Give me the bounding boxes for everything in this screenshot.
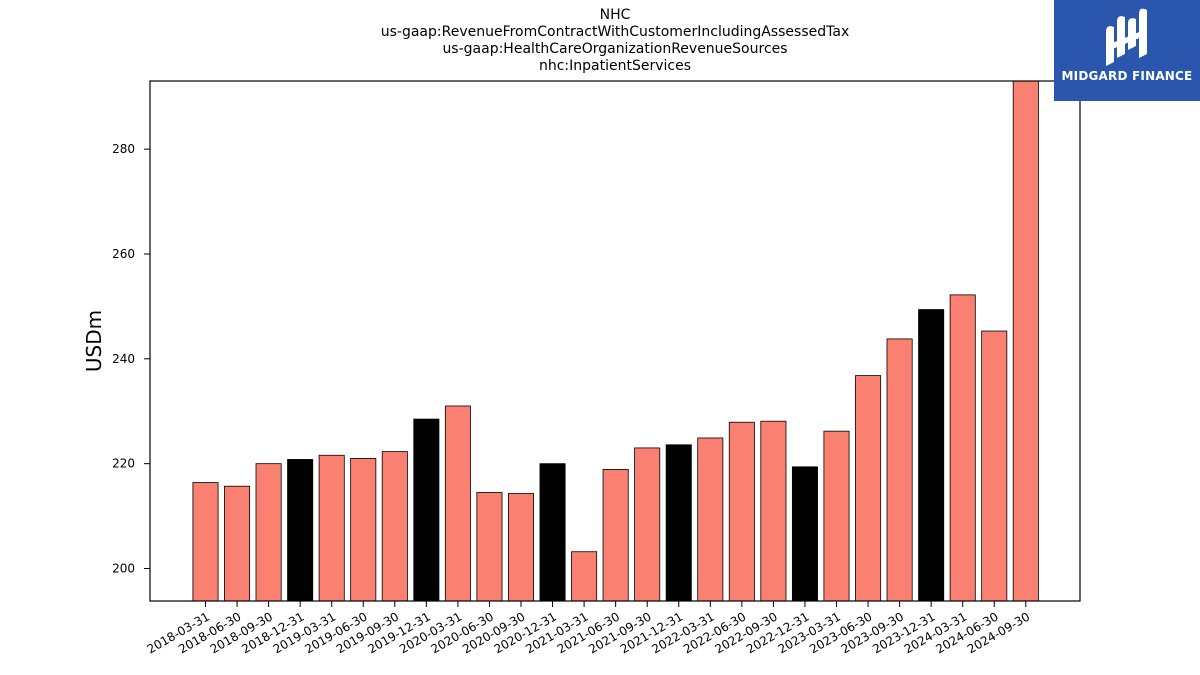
bar-2024-06-30: [981, 330, 1008, 602]
bar-2019-12-31: [413, 418, 440, 602]
y-tick-label: 220: [112, 457, 135, 471]
bar-2020-09-30: [507, 493, 534, 602]
y-tick-label: 280: [112, 142, 135, 156]
chart-title: NHC us-gaap:RevenueFromContractWithCusto…: [150, 7, 1080, 75]
bar-2019-03-31: [318, 454, 345, 602]
chart-title-line-4: nhc:InpatientServices: [538, 58, 692, 74]
y-axis: 200 220 240 260 280: [112, 142, 150, 576]
y-tick-label: 240: [112, 352, 135, 366]
bar-2018-09-30: [255, 463, 282, 602]
bar-2022-03-31: [697, 437, 724, 602]
bar-2019-06-30: [350, 458, 377, 602]
bar-2023-03-31: [823, 430, 850, 602]
y-tick-label: 260: [112, 247, 135, 261]
bar-2018-03-31: [192, 482, 219, 602]
bar-2021-06-30: [602, 469, 629, 602]
bar-2023-09-30: [886, 338, 913, 602]
y-axis-label: USDm: [82, 310, 106, 372]
bar-2021-09-30: [634, 447, 661, 602]
bar-2024-03-31: [949, 294, 976, 602]
bar-2020-03-31: [444, 405, 471, 602]
x-axis: 2018-03-312018-06-302018-09-302018-12-31…: [145, 601, 1032, 656]
bar-2022-09-30: [760, 420, 787, 602]
bar-2023-06-30: [855, 375, 882, 602]
bars-group: [192, 80, 1039, 602]
plot-frame: [149, 80, 1081, 602]
bar-2023-12-31: [918, 309, 945, 602]
bar-2019-09-30: [381, 451, 408, 602]
bar-2022-06-30: [728, 421, 755, 602]
bar-2021-12-31: [665, 444, 692, 602]
bar-2024-09-30: [1012, 80, 1039, 602]
bar-2020-12-31: [539, 463, 566, 602]
brand-mark-icon: [1106, 8, 1147, 67]
chart-title-line-1: NHC: [599, 7, 631, 23]
bar-2021-03-31: [571, 551, 598, 602]
brand-logo: MIDGARD FINANCE: [1054, 0, 1200, 101]
chart-title-line-2: us-gaap:RevenueFromContractWithCustomerI…: [380, 24, 850, 40]
y-tick-label: 200: [112, 562, 135, 576]
bar-2020-06-30: [476, 492, 503, 602]
brand-name: MIDGARD FINANCE: [1061, 69, 1193, 83]
bar-2022-12-31: [791, 466, 818, 602]
bar-2018-06-30: [224, 485, 251, 602]
chart-title-line-3: us-gaap:HealthCareOrganizationRevenueSou…: [442, 41, 788, 57]
bar-2018-12-31: [287, 459, 314, 602]
